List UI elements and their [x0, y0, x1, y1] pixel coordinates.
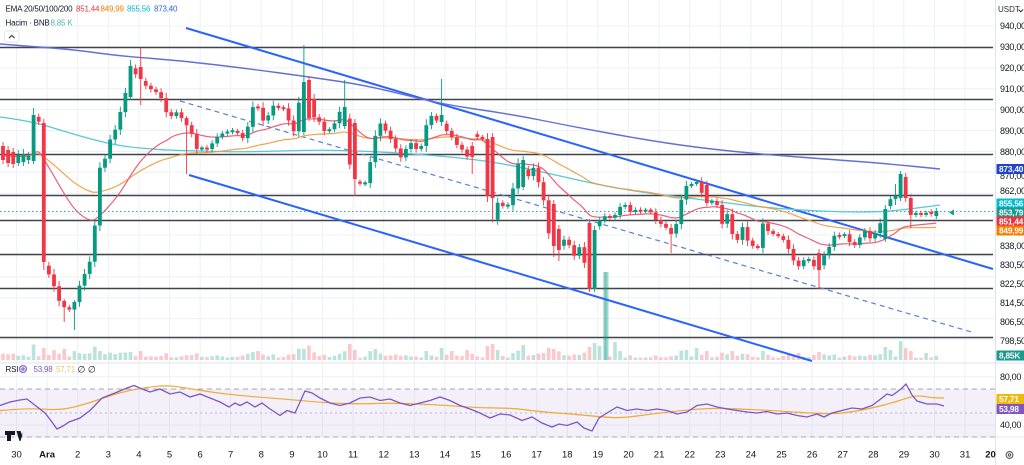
- svg-text:RSI: RSI: [6, 365, 19, 374]
- svg-text:830,50: 830,50: [1000, 260, 1024, 270]
- svg-text:Hacim · BNB: Hacim · BNB: [6, 19, 50, 28]
- svg-text:7: 7: [228, 450, 233, 461]
- svg-text:920,00: 920,00: [1000, 63, 1024, 73]
- svg-text:53,98: 53,98: [34, 365, 54, 374]
- svg-text:26: 26: [807, 450, 818, 461]
- svg-text:870,00: 870,00: [1000, 171, 1024, 181]
- svg-text:3: 3: [106, 450, 111, 461]
- svg-text:25: 25: [776, 450, 787, 461]
- svg-text:57,71: 57,71: [999, 394, 1019, 404]
- svg-text:15: 15: [470, 450, 481, 461]
- svg-text:12: 12: [378, 450, 389, 461]
- svg-text:900,00: 900,00: [1000, 105, 1024, 115]
- svg-text:851,44: 851,44: [76, 5, 100, 14]
- svg-text:849,99: 849,99: [999, 226, 1024, 236]
- svg-text:13: 13: [409, 450, 420, 461]
- svg-text:910,00: 910,00: [1000, 84, 1024, 94]
- svg-text:27: 27: [837, 450, 848, 461]
- svg-text:890,00: 890,00: [1000, 126, 1024, 136]
- svg-text:940,00: 940,00: [1000, 21, 1024, 31]
- svg-text:22: 22: [684, 450, 695, 461]
- svg-text:5: 5: [167, 450, 172, 461]
- svg-text:19: 19: [593, 450, 604, 461]
- svg-text:2: 2: [75, 450, 80, 461]
- svg-text:Ara: Ara: [39, 450, 56, 461]
- svg-text:∅ ∅: ∅ ∅: [78, 365, 96, 375]
- svg-text:8,85 K: 8,85 K: [51, 19, 74, 28]
- svg-text:23: 23: [715, 450, 726, 461]
- svg-text:855,56: 855,56: [999, 199, 1024, 209]
- svg-text:29: 29: [899, 450, 910, 461]
- svg-text:853,79: 853,79: [999, 208, 1024, 218]
- svg-text:10: 10: [317, 450, 328, 461]
- svg-text:798,50: 798,50: [1000, 336, 1024, 346]
- svg-text:80,00: 80,00: [1000, 372, 1021, 382]
- svg-text:851,44: 851,44: [999, 217, 1024, 227]
- svg-text:855,56: 855,56: [127, 5, 151, 14]
- svg-text:930,00: 930,00: [1000, 42, 1024, 52]
- svg-text:4: 4: [136, 450, 141, 461]
- svg-text:873,40: 873,40: [154, 5, 178, 14]
- svg-text:806,50: 806,50: [1000, 317, 1024, 327]
- svg-text:21: 21: [654, 450, 665, 461]
- svg-text:20: 20: [623, 450, 634, 461]
- svg-text:30: 30: [11, 450, 22, 461]
- svg-text:822,50: 822,50: [1000, 279, 1024, 289]
- svg-text:880,00: 880,00: [1000, 147, 1024, 157]
- svg-text:20: 20: [985, 450, 996, 461]
- svg-text:28: 28: [868, 450, 879, 461]
- svg-text:873,40: 873,40: [999, 164, 1024, 174]
- svg-text:11: 11: [348, 450, 358, 461]
- svg-text:18: 18: [562, 450, 573, 461]
- svg-text:USDT: USDT: [998, 5, 1020, 14]
- svg-text:6: 6: [197, 450, 202, 461]
- svg-text:30: 30: [929, 450, 940, 461]
- svg-text:9: 9: [289, 450, 294, 461]
- svg-text:40,00: 40,00: [1000, 420, 1021, 430]
- svg-text:24: 24: [746, 450, 757, 461]
- svg-text:53,98: 53,98: [999, 404, 1019, 414]
- svg-text:14: 14: [440, 450, 451, 461]
- svg-text:838,00: 838,00: [1000, 241, 1024, 251]
- svg-text:17: 17: [531, 450, 542, 461]
- svg-text:8: 8: [259, 450, 264, 461]
- svg-text:814,50: 814,50: [1000, 298, 1024, 308]
- svg-text:849,99: 849,99: [101, 5, 125, 14]
- svg-text:8,85K: 8,85K: [999, 351, 1020, 361]
- svg-text:16: 16: [501, 450, 512, 461]
- svg-text:31: 31: [960, 450, 971, 461]
- svg-text:57,71: 57,71: [56, 365, 76, 374]
- svg-text:EMA 20/50/100/200: EMA 20/50/100/200: [6, 5, 74, 14]
- svg-text:862,00: 862,00: [1000, 186, 1024, 196]
